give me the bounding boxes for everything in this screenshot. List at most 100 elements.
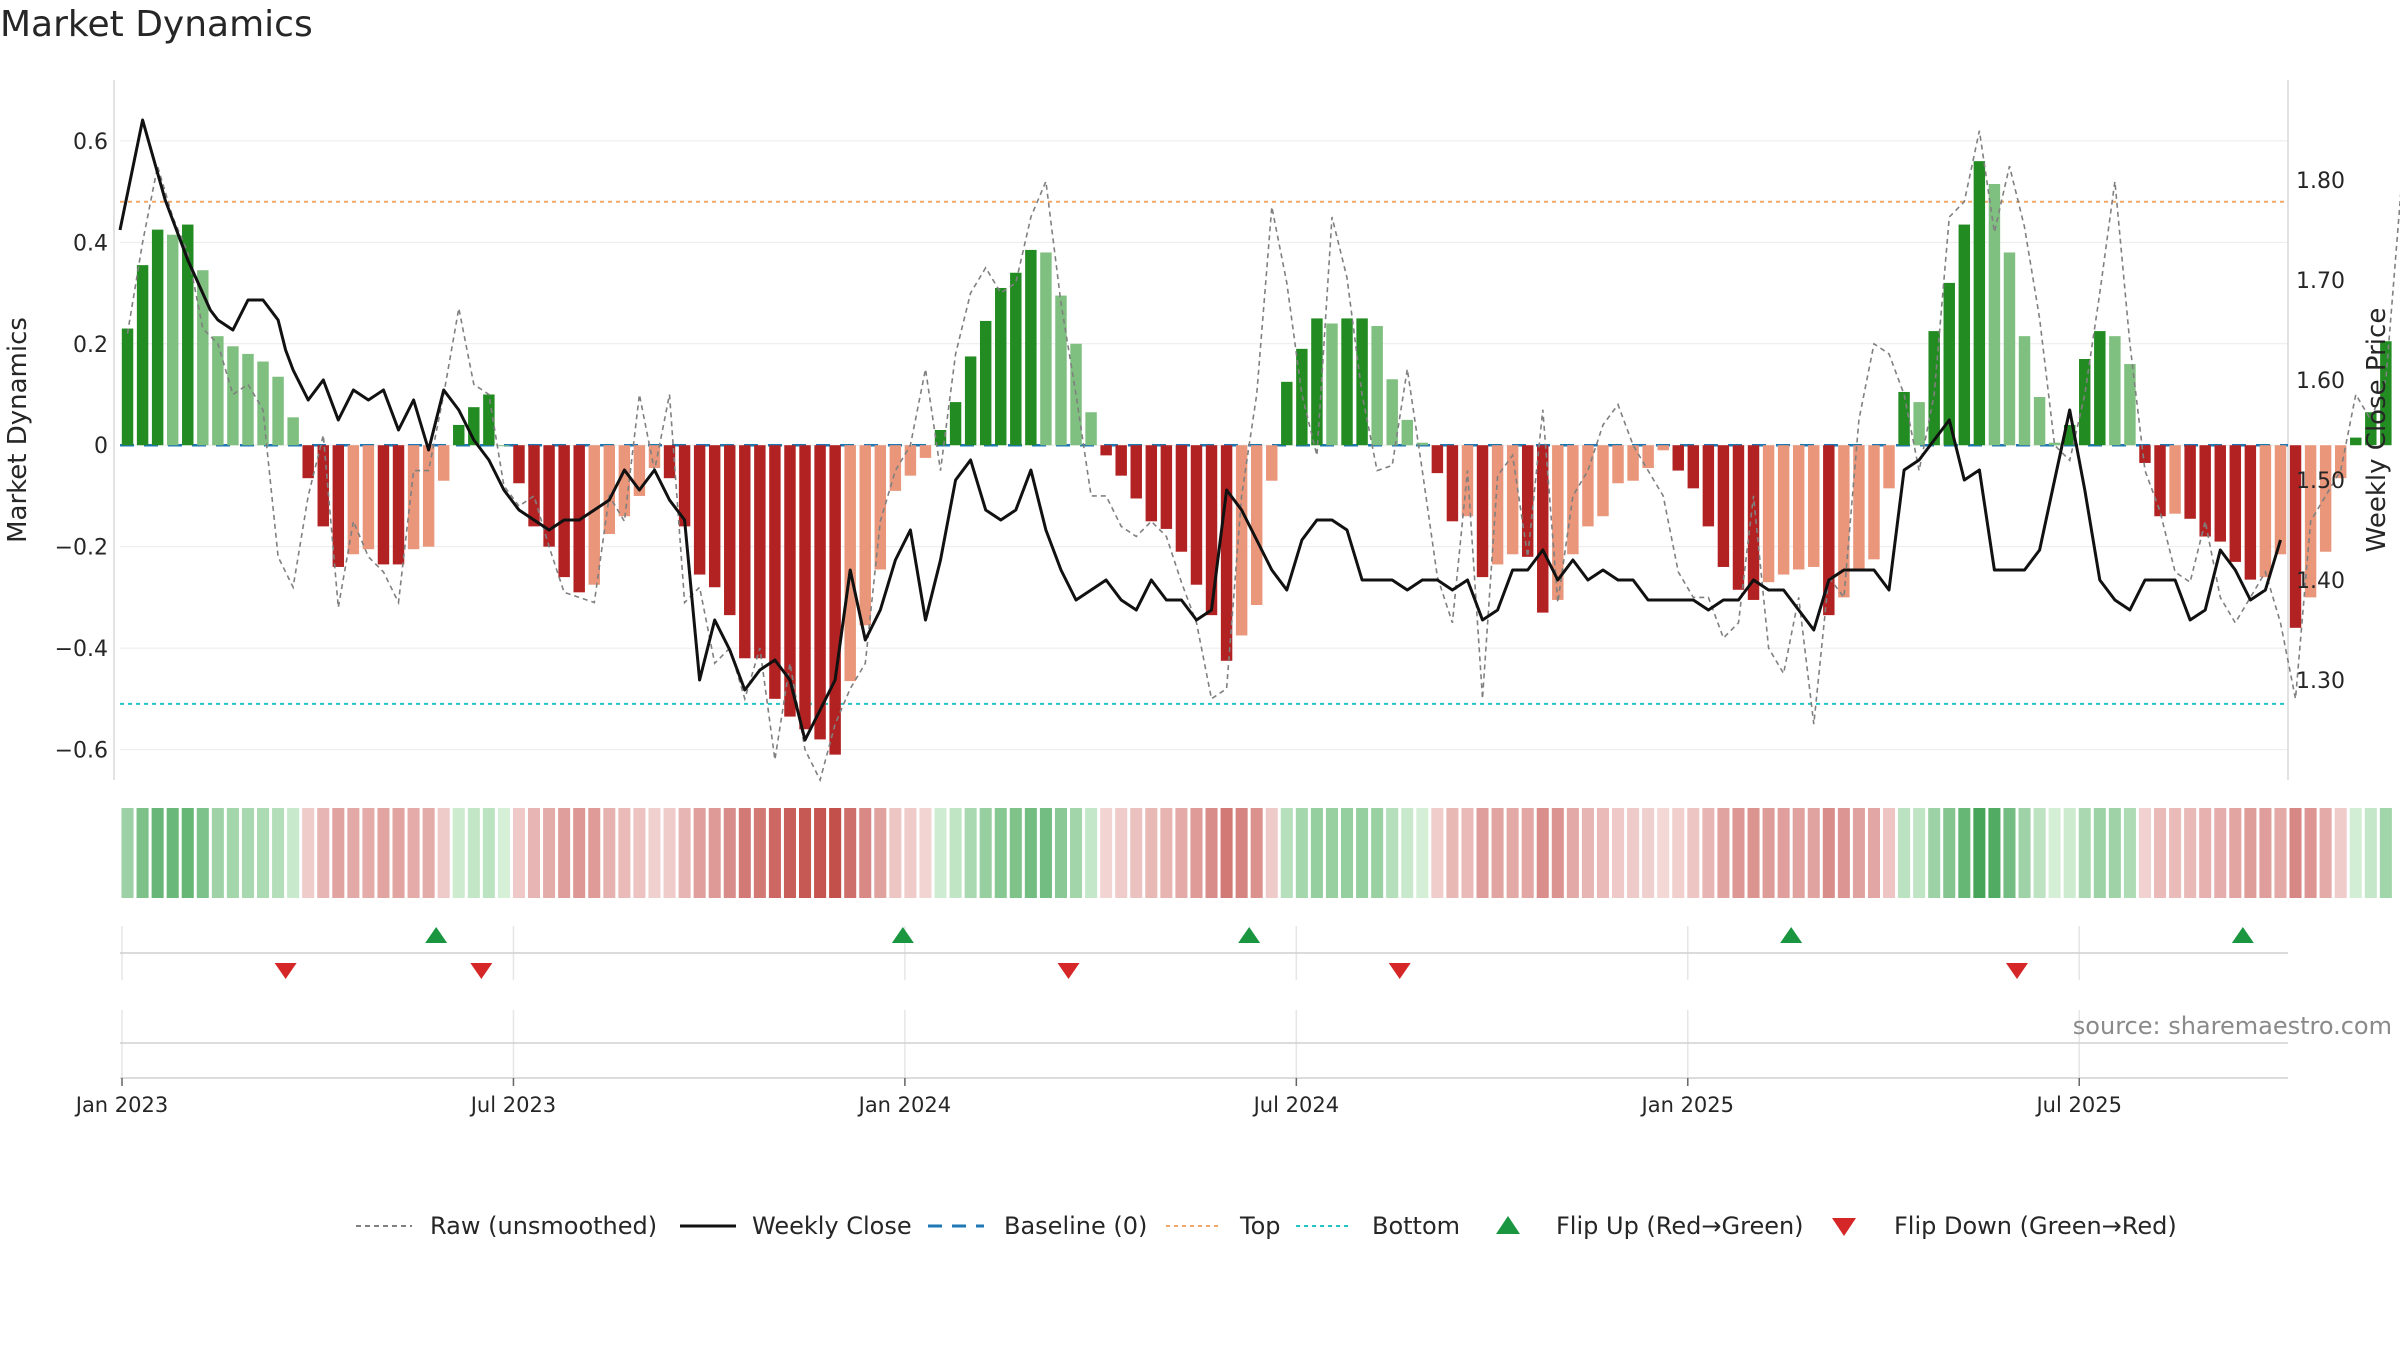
heat-cell	[979, 808, 992, 898]
heat-cell	[994, 808, 1007, 898]
heat-cell	[302, 808, 315, 898]
bar	[362, 445, 375, 550]
bar	[2139, 445, 2151, 463]
bar	[1311, 318, 1323, 446]
bar	[769, 445, 781, 699]
heat-cell	[1024, 808, 1037, 898]
bar	[2365, 412, 2377, 446]
heat-cell	[904, 808, 917, 898]
y-tick-label: −0.2	[55, 536, 108, 561]
flip-up-marker	[1780, 927, 1803, 943]
bar	[317, 445, 329, 527]
bar	[919, 445, 932, 458]
heat-cell	[708, 808, 721, 898]
bar	[1085, 412, 1097, 446]
heat-cell	[1642, 808, 1655, 898]
bar	[693, 445, 706, 575]
bar	[1883, 445, 1895, 489]
bar	[166, 234, 179, 446]
bar	[1898, 391, 1910, 446]
bar	[1476, 445, 1489, 578]
bar	[2229, 445, 2242, 562]
bar	[1160, 445, 1173, 529]
bar	[1838, 445, 1850, 598]
heat-cell	[783, 808, 796, 898]
bar	[1506, 445, 1519, 555]
legend-flip-down-swatch	[1832, 1218, 1856, 1236]
bar	[2214, 445, 2226, 542]
bar	[1130, 445, 1142, 499]
y-tick-label: 0.6	[73, 130, 108, 155]
bar	[197, 270, 209, 446]
y2-tick-label: 1.80	[2296, 169, 2345, 194]
bar	[1642, 445, 1654, 469]
bar	[2169, 445, 2181, 514]
bar	[1431, 445, 1444, 474]
bar	[1040, 252, 1052, 446]
heat-cell	[1386, 808, 1399, 898]
y-tick-label: 0	[94, 434, 108, 459]
heat-cell	[1943, 808, 1956, 898]
bar	[784, 445, 796, 717]
heat-cell	[663, 808, 676, 898]
heat-cell	[1566, 808, 1579, 898]
heat-cell	[1867, 808, 1880, 898]
heat-cell	[1732, 808, 1745, 898]
bar	[1386, 379, 1398, 446]
bar	[437, 445, 450, 481]
x-tick-labels: Jan 2023 Jul 2023 Jan 2024 Jul 2024 Jan 2025…	[74, 1078, 2122, 1117]
x-tick-label: Jul 2025	[2034, 1093, 2121, 1117]
bar	[1913, 402, 1925, 446]
bar	[1446, 445, 1459, 522]
y-tick-label: 0.4	[73, 231, 108, 256]
bar	[272, 376, 284, 446]
bar	[1958, 224, 1971, 446]
heat-cell	[1521, 808, 1534, 898]
bar	[1928, 331, 1940, 446]
heat-cell	[1777, 808, 1790, 898]
flip-down-marker	[1388, 963, 1411, 979]
heat-cell	[2259, 808, 2272, 898]
legend-label: Weekly Close	[752, 1212, 912, 1240]
x-tick-label: Jan 2024	[857, 1093, 952, 1117]
heat-cell	[1310, 808, 1323, 898]
bar	[543, 445, 555, 547]
heat-cell	[1250, 808, 1263, 898]
bar	[2244, 445, 2257, 580]
bar	[1205, 445, 1218, 616]
bar	[678, 445, 691, 527]
heat-cell	[317, 808, 330, 898]
bar	[2079, 358, 2091, 446]
bar	[242, 353, 254, 446]
heat-cell	[1807, 808, 1820, 898]
bar	[1777, 445, 1790, 575]
heat-cell	[934, 808, 947, 898]
heat-cell	[1039, 808, 1052, 898]
close-line-group	[118, 118, 2282, 742]
heat-cell	[1928, 808, 1941, 898]
legend-label: Flip Down (Green→Red)	[1894, 1212, 2177, 1240]
bar	[1702, 445, 1715, 527]
bar	[708, 445, 721, 588]
heat-cell	[799, 808, 812, 898]
bar	[302, 445, 314, 479]
heat-cell	[814, 808, 827, 898]
heat-cell	[1612, 808, 1625, 898]
legend-flip-up-swatch	[1496, 1216, 1520, 1234]
y2-axis-label: Weekly Close Price	[2362, 308, 2392, 553]
y-tick-label: 0.2	[73, 333, 108, 358]
bar	[468, 407, 480, 446]
heat-cell	[1220, 808, 1233, 898]
heat-cell	[241, 808, 254, 898]
bar	[1627, 445, 1639, 481]
bar	[1250, 445, 1263, 605]
flip-down-marker	[274, 963, 297, 979]
x-tick-label: Jan 2023	[74, 1093, 169, 1117]
bar	[1025, 249, 1037, 446]
heat-cell	[2214, 808, 2227, 898]
y-tick-labels: 0.6 0.4 0.2 0 −0.2 −0.4 −0.6 Market Dynamics	[3, 130, 108, 764]
heat-cell	[949, 808, 962, 898]
bar	[1010, 272, 1022, 446]
heat-cell	[588, 808, 601, 898]
heat-cell	[1446, 808, 1459, 898]
